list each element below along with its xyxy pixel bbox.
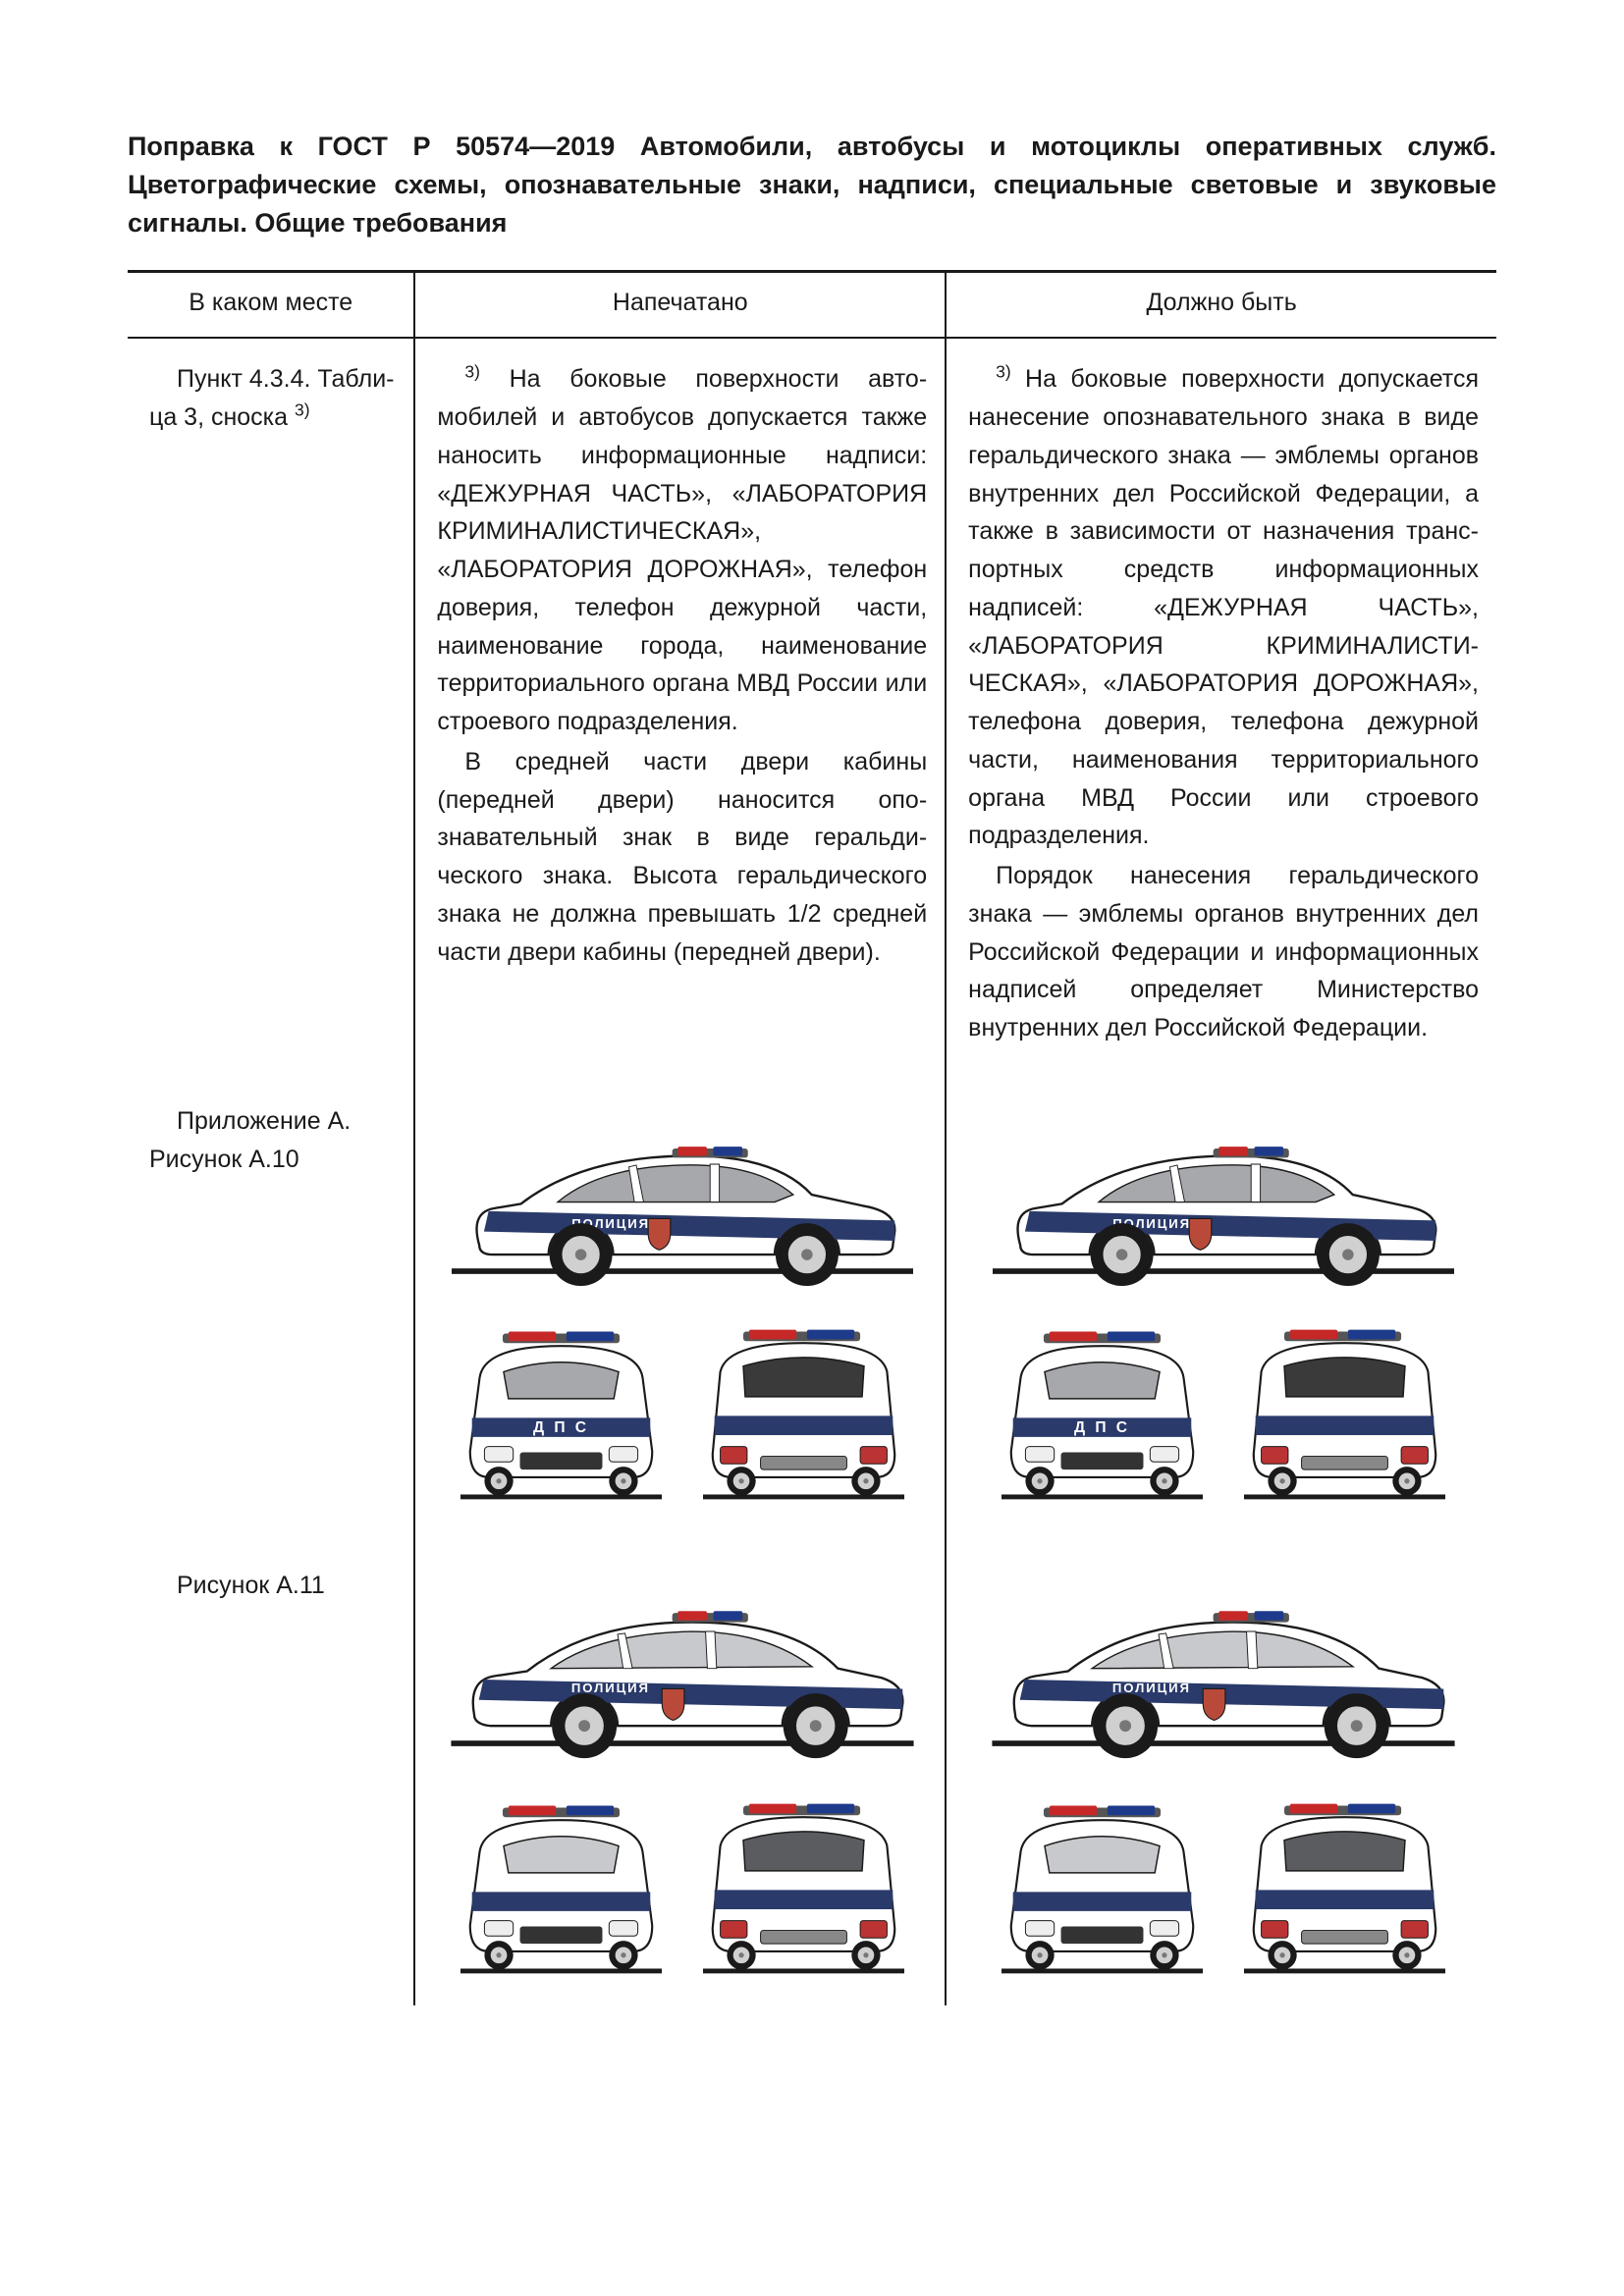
document-title: Поправка к ГОСТ Р 50574—2019 Автомобили,… — [128, 128, 1496, 242]
svg-text:ПОЛИЦИЯ: ПОЛИЦИЯ — [571, 1681, 650, 1695]
header-printed: Напечатано — [414, 272, 946, 339]
row-fig-a11: Рисунок А.11 ПОЛИЦИЯ ПОЛИЦИЯ — [128, 1531, 1496, 2005]
fig-a10-correct: ПОЛИЦИЯД П С — [968, 1102, 1479, 1514]
svg-text:Д П С: Д П С — [1074, 1419, 1130, 1436]
correct-para-2: Порядок нанесения геральдиче­ского знака… — [968, 857, 1479, 1047]
errata-table: В каком месте Напечатано Должно быть Пун… — [128, 270, 1496, 2005]
printed-para-2: В средней части двери кабины (передней д… — [437, 743, 927, 972]
fig-a11-printed: ПОЛИЦИЯ — [437, 1567, 927, 1988]
row-footnote-3: Пункт 4.3.4. Табли- ца 3, сноска 3) 3) Н… — [128, 338, 1496, 1067]
location-fig-a11: Рисунок А.11 — [149, 1567, 396, 1605]
header-location: В каком месте — [128, 272, 414, 339]
header-correct: Должно быть — [946, 272, 1496, 339]
svg-text:Д П С: Д П С — [533, 1419, 589, 1436]
location-text: Пункт 4.3.4. Табли- ца 3, сноска 3) — [149, 360, 396, 437]
printed-para-1: 3) На боковые поверхности авто­мобилей и… — [437, 360, 927, 741]
location-fig-a10: Приложение А. Рисунок А.10 — [149, 1102, 396, 1179]
svg-text:ПОЛИЦИЯ: ПОЛИЦИЯ — [1112, 1681, 1191, 1695]
correct-para-1: 3) На боковые поверхности допу­скается н… — [968, 360, 1479, 855]
fig-a11-correct: ПОЛИЦИЯ — [968, 1567, 1479, 1988]
page: Поправка к ГОСТ Р 50574—2019 Автомобили,… — [0, 0, 1624, 2104]
fig-a10-printed: ПОЛИЦИЯД П С — [437, 1102, 927, 1514]
row-fig-a10: Приложение А. Рисунок А.10 ПОЛИЦИЯД П С … — [128, 1067, 1496, 1531]
